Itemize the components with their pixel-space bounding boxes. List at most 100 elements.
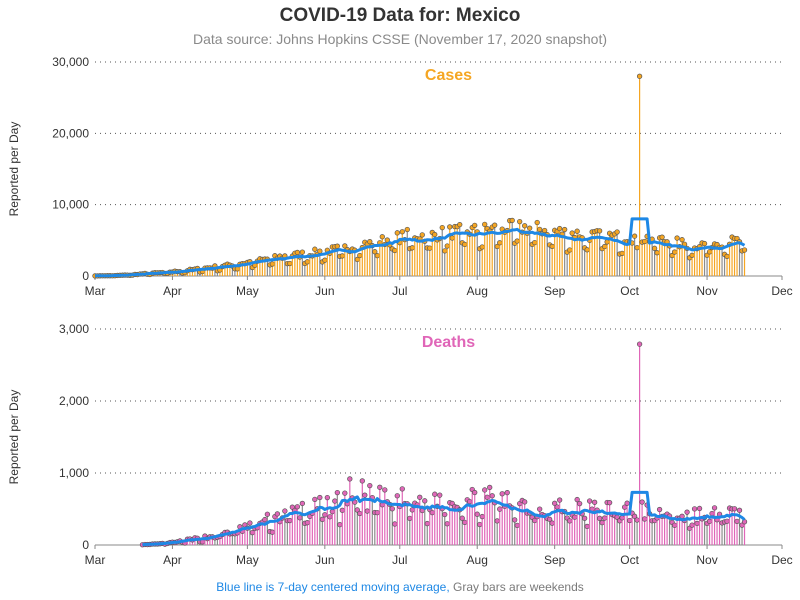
deaths-point [392,521,398,527]
cases-point [299,249,305,255]
deaths-point [497,506,503,512]
cases-point [557,225,563,232]
deaths-point [429,509,435,516]
deaths-point [606,500,613,506]
deaths-point [269,529,276,535]
cases-point [384,237,390,243]
deaths-point [596,515,603,521]
deaths-point [262,516,268,523]
deaths-moving-average-line [142,490,746,547]
chart-title: COVID-19 Data for: Mexico [279,5,521,26]
deaths-point [581,515,588,521]
deaths-point [359,478,365,484]
deaths-point [357,510,363,517]
cases-moving-average-line [95,217,746,278]
cases-point [287,260,293,267]
deaths-point [499,491,505,497]
cases-point [439,224,445,231]
deaths-point [619,515,625,521]
deaths-point [514,522,520,529]
cases-point [472,222,478,228]
cases-point [741,247,748,253]
deaths-point [394,493,400,499]
deaths-panel-title: Deaths [422,334,475,351]
cases-point [457,222,463,228]
deaths-point [467,498,473,505]
chart-footer: Blue line is 7-day centered moving avera… [0,580,800,594]
cases-x-tick-label: Sep [544,284,566,298]
cases-point [374,252,380,259]
deaths-point [319,516,325,522]
cases-point [689,252,695,258]
cases-x-tick-label: Aug [467,284,488,298]
deaths-point [736,507,743,513]
cases-point [542,227,548,234]
deaths-point [549,520,555,526]
deaths-point [537,506,543,512]
deaths-point [552,500,558,506]
cases-point [534,219,540,226]
deaths-point [671,522,678,528]
cases-point [419,232,425,238]
deaths-x-tick-label: Aug [467,553,488,567]
cases-point [312,246,318,252]
cases-point [442,248,448,254]
cases-point [517,218,523,225]
deaths-x-tick-label: Oct [620,553,639,567]
cases-y-tick-label: 10,000 [52,198,89,212]
cases-point [562,226,568,233]
deaths-x-tick-label: Mar [85,553,106,567]
cases-point [339,253,345,259]
cases-y-tick-label: 0 [82,269,89,283]
deaths-point [347,476,353,482]
deaths-point [317,494,323,501]
cases-point [654,250,660,256]
cases-x-tick-label: May [236,284,259,298]
cases-point [634,244,640,251]
deaths-point [422,498,428,504]
deaths-point [362,492,368,498]
deaths-point [709,510,715,517]
deaths-x-tick-label: Dec [771,553,792,567]
cases-point [619,250,625,256]
cases-point [342,243,348,249]
cases-point [636,73,643,79]
cases-y-tick-label: 20,000 [52,126,89,140]
cases-panel-title: Cases [425,67,472,84]
cases-point [701,240,708,247]
cases-point [549,243,555,250]
deaths-point [734,518,740,525]
cases-point [604,239,610,245]
deaths-point [684,509,690,515]
cases-point [614,229,620,235]
deaths-point [691,506,698,512]
deaths-point [641,516,648,522]
deaths-point [274,511,281,517]
deaths-point [574,496,580,503]
cases-point [532,239,538,246]
deaths-point [689,522,695,528]
cases-point [631,233,638,239]
deaths-point [249,529,256,536]
cases-point [482,221,488,228]
cases-y-tick-label: 30,000 [52,55,89,69]
deaths-point [636,341,643,347]
deaths-point [374,509,380,516]
deaths-point [512,517,518,523]
cases-x-tick-label: Dec [771,284,792,298]
deaths-x-tick-label: Nov [696,553,717,567]
deaths-point [334,489,340,496]
cases-point [651,245,658,251]
deaths-y-tick-label: 0 [82,538,89,552]
cases-point [492,222,498,228]
deaths-point [332,498,338,504]
cases-point [671,249,678,255]
deaths-point [364,508,370,514]
deaths-y-axis-label: Reported per Day [7,390,21,485]
deaths-point [504,489,510,496]
deaths-point [462,519,468,526]
deaths-point [444,521,450,527]
cases-x-tick-label: Mar [85,284,106,298]
cases-point [674,235,680,241]
deaths-point [432,491,438,497]
